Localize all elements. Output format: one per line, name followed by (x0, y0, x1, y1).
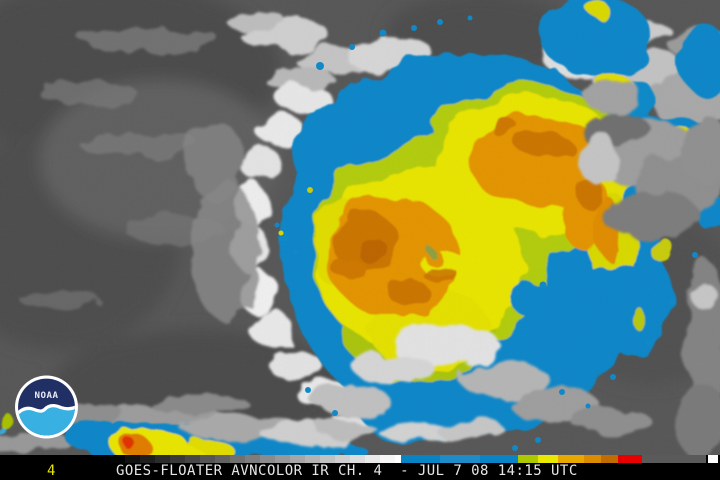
colorbar-segment-dark-orange (601, 455, 618, 463)
colorbar-segment-yellow-green (518, 455, 538, 463)
frame-number: 4 (47, 463, 56, 479)
colorbar-segment-gray-ramp-step (170, 455, 185, 463)
image-caption: GOES-FLOATER AVNCOLOR IR CH. 4 - JUL 7 0… (116, 463, 578, 479)
colorbar-segment-gray-ramp-step (320, 455, 335, 463)
colorbar-segment-gray-end (642, 455, 706, 463)
colorbar-segment-gray-ramp-step (200, 455, 215, 463)
colorbar-segment-gray-ramp-step (110, 455, 125, 463)
colorbar-segment-blue (480, 455, 518, 463)
colorbar-segment-gray-ramp-step (155, 455, 170, 463)
colorbar-segment-gray-ramp-step (125, 455, 140, 463)
noaa-logo-text: NOAA (34, 391, 58, 401)
colorbar-segment-gray-ramp-step (380, 455, 395, 463)
colorbar-segment-gray-ramp-step (245, 455, 260, 463)
colorbar-segment-blue-light (440, 455, 480, 463)
colorbar (110, 455, 720, 463)
colorbar-segment-gap (706, 455, 708, 463)
colorbar-segment-gray-ramp-step (335, 455, 350, 463)
colorbar-segment-white-end (708, 455, 718, 463)
colorbar-segment-gray-ramp-step (275, 455, 290, 463)
colorbar-segment-gray-ramp-step (290, 455, 305, 463)
satellite-image (0, 0, 720, 456)
colorbar-segment-gray-ramp-step (350, 455, 365, 463)
colorbar-segment-blue (401, 455, 440, 463)
noaa-logo-sea (18, 406, 75, 436)
colorbar-segment-white (395, 455, 401, 463)
colorbar-segment-gray-ramp-step (140, 455, 155, 463)
colorbar-segment-gray-ramp-step (365, 455, 380, 463)
colorbar-segment-gap (718, 455, 720, 463)
colorbar-segment-gold (558, 455, 584, 463)
colorbar-segment-gray-ramp-step (260, 455, 275, 463)
colorbar-segment-gray-ramp-step (230, 455, 245, 463)
colorbar-segment-gray-ramp-step (185, 455, 200, 463)
colorbar-segment-yellow (538, 455, 558, 463)
noaa-logo: NOAA (14, 374, 79, 440)
colorbar-segment-red (618, 455, 642, 463)
grain-overlay (0, 0, 720, 456)
seagull-icon (18, 404, 75, 417)
status-bar: 4 GOES-FLOATER AVNCOLOR IR CH. 4 - JUL 7… (0, 455, 720, 480)
colorbar-segment-orange (584, 455, 601, 463)
colorbar-segment-gray-ramp-step (305, 455, 320, 463)
colorbar-segment-gray-ramp-step (215, 455, 230, 463)
